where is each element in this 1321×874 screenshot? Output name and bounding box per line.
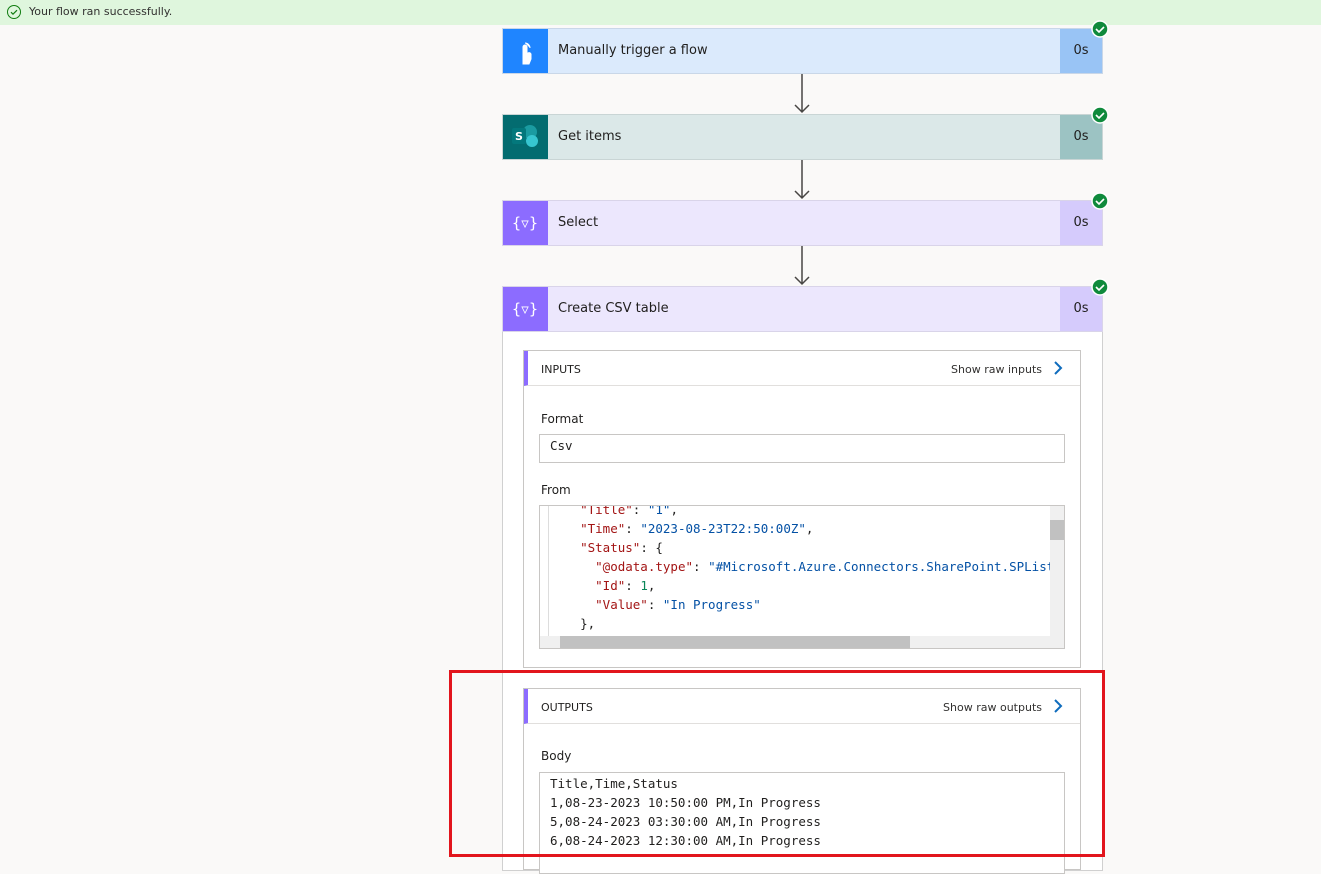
panel-title: INPUTS <box>541 363 581 376</box>
field-value: Csv <box>539 434 1065 463</box>
svg-text:{▿}: {▿} <box>512 300 539 318</box>
step-duration: 0s <box>1060 287 1102 331</box>
code-lines: "Title": "1", "Time": "2023-08-23T22:50:… <box>540 505 1050 648</box>
success-banner: Your flow ran successfully. <box>0 0 1321 25</box>
step-icon: {▿} <box>503 287 548 331</box>
step-duration: 0s <box>1060 201 1102 245</box>
field-label: From <box>541 483 571 497</box>
panel-header: OUTPUTS Show raw outputs <box>524 689 1080 724</box>
body-lines: Title,Time,Status 1,08-23-2023 10:50:00 P… <box>550 774 821 850</box>
step-title: Select <box>558 215 599 230</box>
code-line: "Value": "In Progress" <box>595 597 761 612</box>
show-raw-link[interactable]: Show raw outputs <box>943 701 1042 714</box>
body-line: 1,08-23-2023 10:50:00 PM,In Progress <box>550 795 821 810</box>
step-card[interactable]: S Get items 0s <box>502 114 1103 160</box>
highlight-box <box>449 670 1105 857</box>
field-label: Body <box>541 749 572 763</box>
code-line: "@odata.type": "#Microsoft.Azure.Connect… <box>595 559 1050 574</box>
status-checks <box>1091 20 1109 296</box>
code-line: "Id": 1, <box>595 578 656 593</box>
svg-text:{▿}: {▿} <box>512 214 539 232</box>
step-duration: 0s <box>1060 29 1102 73</box>
step-title: Manually trigger a flow <box>558 43 708 58</box>
body-line: 6,08-24-2023 12:30:00 AM,In Progress <box>550 833 821 848</box>
code-line: "Status": { <box>580 540 663 555</box>
step-icon: {▿} <box>503 201 548 245</box>
banner-text: Your flow ran successfully. <box>29 5 173 18</box>
panel-header: INPUTS Show raw inputs <box>524 351 1080 386</box>
connectors <box>794 72 810 286</box>
field-label: Format <box>541 412 584 426</box>
inputs-panel: INPUTS Show raw inputs Format Csv From "… <box>523 350 1081 668</box>
code-line: "Time": "2023-08-23T22:50:00Z", <box>580 521 814 536</box>
show-raw-link[interactable]: Show raw inputs <box>951 363 1042 376</box>
scrollbar[interactable] <box>540 636 1064 648</box>
success-icon <box>7 5 21 19</box>
outputs-panel: OUTPUTS Show raw outputs Body Title,Time… <box>523 688 1081 874</box>
step-icon <box>503 29 548 73</box>
panel-title: OUTPUTS <box>541 701 593 714</box>
chevron <box>1054 361 1063 375</box>
step-title: Create CSV table <box>558 301 669 316</box>
code-line: "Title": "1", <box>580 505 678 517</box>
svg-text:S: S <box>515 130 523 143</box>
body-box: Title,Time,Status 1,08-23-2023 10:50:00 P… <box>539 772 1065 874</box>
body-line: Title,Time,Status <box>550 776 678 791</box>
step-duration: 0s <box>1060 115 1102 159</box>
format-value: Csv <box>550 438 573 453</box>
step-icon: S <box>503 115 548 159</box>
step-card[interactable]: Manually trigger a flow 0s <box>502 28 1103 74</box>
step-card[interactable]: {▿} Select 0s <box>502 200 1103 246</box>
step-card[interactable]: {▿} Create CSV table 0s <box>502 286 1103 332</box>
chevron <box>1054 699 1063 713</box>
body-line: 5,08-24-2023 03:30:00 AM,In Progress <box>550 814 821 829</box>
scrollbar[interactable] <box>1050 506 1064 636</box>
code-box: "Title": "1", "Time": "2023-08-23T22:50:… <box>539 505 1065 649</box>
code-line: }, <box>550 616 596 631</box>
step-title: Get items <box>558 129 622 144</box>
